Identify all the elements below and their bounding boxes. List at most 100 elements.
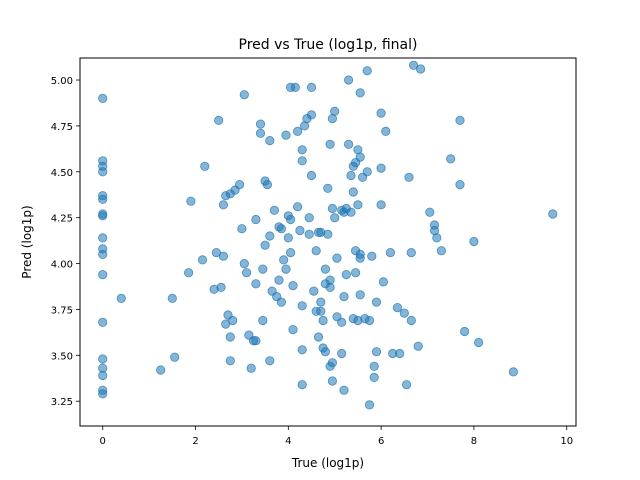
data-point [346, 170, 356, 181]
data-point [225, 356, 235, 366]
data-point [432, 233, 442, 243]
y-tick-label: 3.25 [51, 397, 73, 408]
data-point [455, 115, 465, 126]
data-point [320, 264, 330, 274]
data-point [98, 249, 108, 259]
x-tick-label: 0 [100, 436, 106, 447]
data-point [381, 126, 391, 136]
x-tick-label: 6 [378, 436, 384, 447]
data-point [330, 213, 340, 223]
data-point [116, 293, 126, 303]
y-tick-label: 4.75 [51, 122, 73, 133]
data-point [327, 203, 337, 214]
data-point [297, 380, 307, 390]
data-point [341, 269, 351, 280]
data-point [246, 363, 256, 373]
data-point [348, 187, 358, 197]
data-point [369, 372, 379, 382]
data-point [276, 224, 286, 234]
data-point [216, 282, 226, 292]
data-point [469, 236, 479, 247]
data-point [200, 161, 210, 171]
data-point [297, 156, 307, 166]
x-tick-label: 4 [285, 436, 291, 447]
y-axis-label: Pred (log1p) [20, 205, 34, 278]
data-point [228, 315, 238, 326]
data-point [408, 60, 419, 70]
data-point [327, 358, 337, 368]
data-point [455, 180, 465, 190]
data-point [316, 297, 326, 307]
y-tick-label: 5.00 [51, 76, 73, 87]
data-point [288, 280, 298, 291]
data-point [337, 348, 347, 359]
data-point [355, 290, 365, 300]
data-point [313, 332, 324, 342]
data-point [288, 324, 298, 335]
data-point [276, 297, 286, 307]
data-point [218, 200, 228, 210]
data-point [98, 211, 108, 221]
data-point [330, 106, 340, 116]
x-axis-label: True (log1p) [291, 456, 364, 470]
data-point [339, 385, 349, 395]
data-point [156, 365, 166, 375]
data-point [473, 337, 484, 348]
data-point [325, 139, 335, 149]
data-point [459, 326, 470, 337]
data-point [269, 205, 279, 215]
data-point [337, 317, 347, 327]
data-point [318, 315, 328, 326]
data-point [260, 240, 270, 250]
data-point [425, 207, 435, 217]
data-point [265, 231, 275, 241]
data-point [395, 348, 405, 359]
data-point [346, 207, 356, 217]
plot-frame [79, 57, 577, 427]
data-point [376, 108, 386, 118]
data-point [170, 352, 180, 362]
data-point [316, 306, 326, 316]
data-point [362, 167, 372, 177]
data-point [197, 255, 208, 265]
data-point [306, 170, 317, 181]
x-tick-label: 8 [471, 436, 477, 447]
data-point [548, 209, 558, 219]
data-point [297, 301, 307, 311]
chart-title: Pred vs True (log1p, final) [239, 37, 418, 53]
data-point [406, 248, 416, 258]
data-point [214, 115, 224, 126]
x-tick-label: 2 [192, 436, 198, 447]
data-point [362, 66, 372, 76]
data-point [239, 258, 249, 269]
data-point [255, 119, 266, 129]
data-point [265, 136, 275, 146]
data-point [323, 183, 333, 193]
data-point [327, 376, 337, 386]
data-point [309, 286, 319, 296]
data-point [98, 354, 108, 364]
data-point [446, 154, 456, 164]
data-point [376, 200, 386, 210]
data-point [98, 194, 108, 204]
data-point [251, 214, 261, 225]
data-point [98, 233, 108, 243]
data-point [371, 347, 382, 357]
data-point [281, 130, 291, 140]
data-point [235, 180, 245, 190]
data-point [378, 277, 388, 287]
data-point [311, 246, 321, 256]
data-point [413, 341, 423, 351]
data-point [304, 213, 314, 223]
data-point [283, 233, 293, 243]
data-point [239, 90, 249, 100]
data-point [98, 93, 108, 104]
data-point [225, 332, 235, 342]
data-point [404, 172, 414, 182]
data-point [367, 251, 377, 261]
data-point [251, 279, 261, 289]
data-point [281, 264, 291, 274]
data-point [401, 380, 412, 390]
